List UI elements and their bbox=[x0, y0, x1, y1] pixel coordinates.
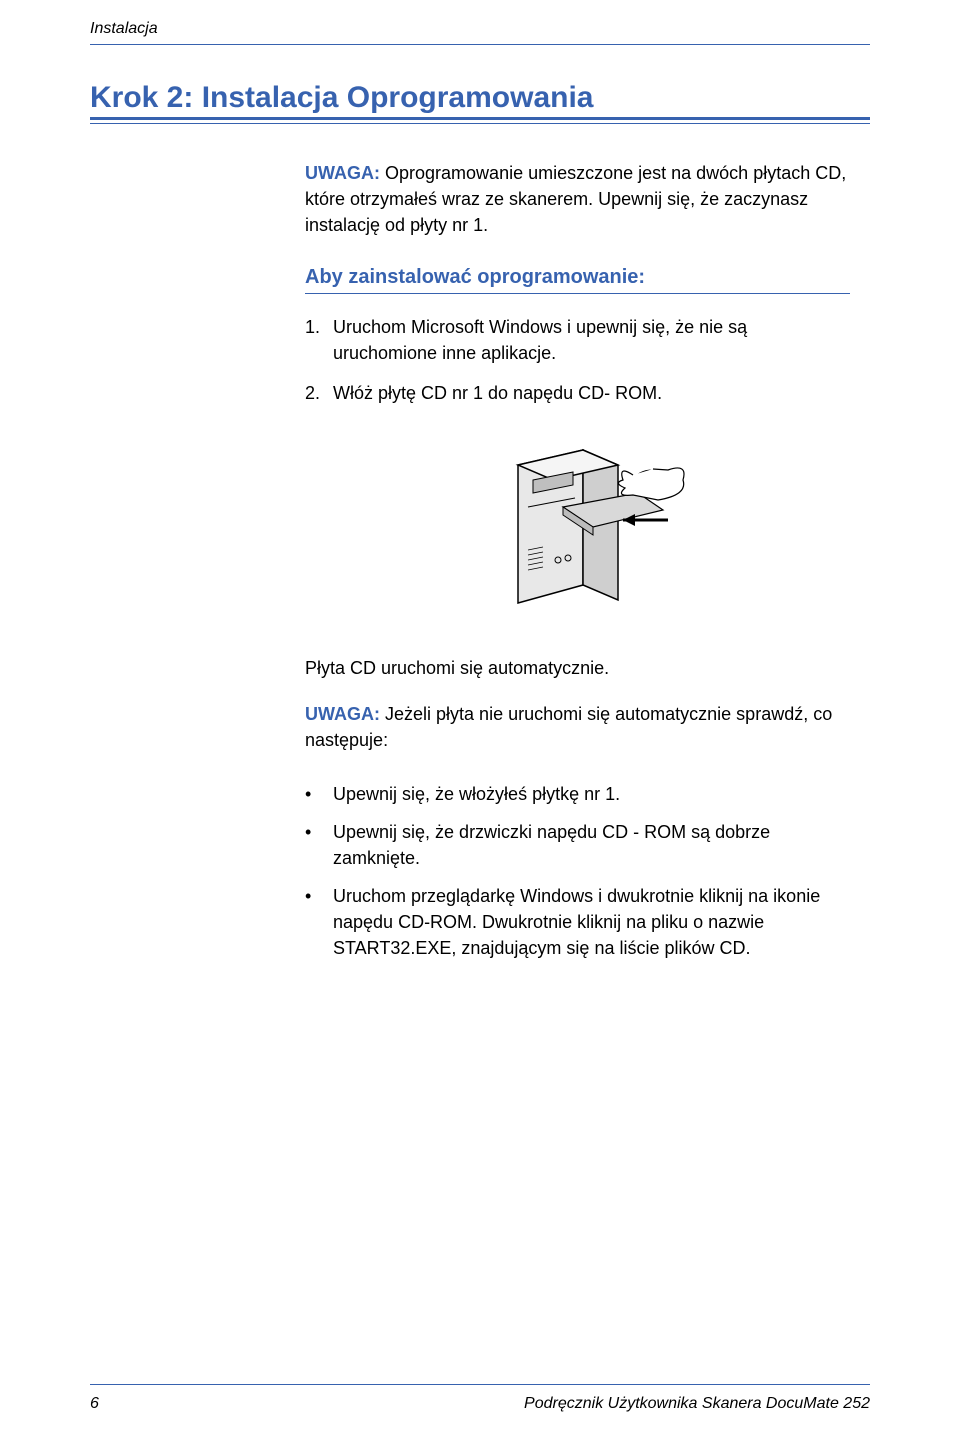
figure-cd-insert bbox=[305, 425, 850, 630]
note-2: UWAGA: Jeżeli płyta nie uruchomi się aut… bbox=[305, 701, 850, 753]
bullet-text: Upewnij się, że włożyłeś płytkę nr 1. bbox=[333, 781, 620, 807]
list-item: • Upewnij się, że drzwiczki napędu CD - … bbox=[305, 819, 850, 871]
page-footer: 6 Podręcznik Użytkownika Skanera DocuMat… bbox=[90, 1384, 870, 1413]
step-item: 2. Włóż płytę CD nr 1 do napędu CD- ROM. bbox=[305, 380, 850, 406]
figure-caption: Płyta CD uruchomi się automatycznie. bbox=[305, 658, 850, 679]
subheading: Aby zainstalować oprogramowanie: bbox=[305, 266, 850, 289]
note-label: UWAGA: bbox=[305, 704, 380, 724]
bullet-list: • Upewnij się, że włożyłeś płytkę nr 1. … bbox=[305, 781, 850, 962]
list-item: • Upewnij się, że włożyłeś płytkę nr 1. bbox=[305, 781, 850, 807]
computer-cd-icon bbox=[463, 425, 693, 625]
page: Instalacja Krok 2: Instalacja Oprogramow… bbox=[0, 0, 960, 1435]
step-number: 2. bbox=[305, 380, 333, 406]
bullet-text: Upewnij się, że drzwiczki napędu CD - RO… bbox=[333, 819, 850, 871]
bullet-icon: • bbox=[305, 883, 333, 961]
numbered-steps: 1. Uruchom Microsoft Windows i upewnij s… bbox=[305, 314, 850, 406]
body-content: UWAGA: Oprogramowanie umieszczone jest n… bbox=[305, 160, 850, 961]
step-number: 1. bbox=[305, 314, 333, 366]
header-rule bbox=[90, 44, 870, 45]
step-text: Włóż płytę CD nr 1 do napędu CD- ROM. bbox=[333, 380, 662, 406]
note-text: Oprogramowanie umieszczone jest na dwóch… bbox=[305, 163, 846, 235]
page-title: Krok 2: Instalacja Oprogramowania bbox=[90, 81, 870, 115]
page-number: 6 bbox=[90, 1395, 99, 1413]
step-item: 1. Uruchom Microsoft Windows i upewnij s… bbox=[305, 314, 850, 366]
title-rule bbox=[90, 117, 870, 124]
footer-rule bbox=[90, 1384, 870, 1385]
bullet-icon: • bbox=[305, 781, 333, 807]
note-label: UWAGA: bbox=[305, 163, 380, 183]
doc-title-footer: Podręcznik Użytkownika Skanera DocuMate … bbox=[524, 1395, 870, 1413]
list-item: • Uruchom przeglądarkę Windows i dwukrot… bbox=[305, 883, 850, 961]
running-header: Instalacja bbox=[90, 20, 870, 38]
note-text: Jeżeli płyta nie uruchomi się automatycz… bbox=[305, 704, 832, 750]
bullet-text: Uruchom przeglądarkę Windows i dwukrotni… bbox=[333, 883, 850, 961]
bullet-icon: • bbox=[305, 819, 333, 871]
step-text: Uruchom Microsoft Windows i upewnij się,… bbox=[333, 314, 850, 366]
note-1: UWAGA: Oprogramowanie umieszczone jest n… bbox=[305, 160, 850, 238]
subheading-rule bbox=[305, 293, 850, 294]
